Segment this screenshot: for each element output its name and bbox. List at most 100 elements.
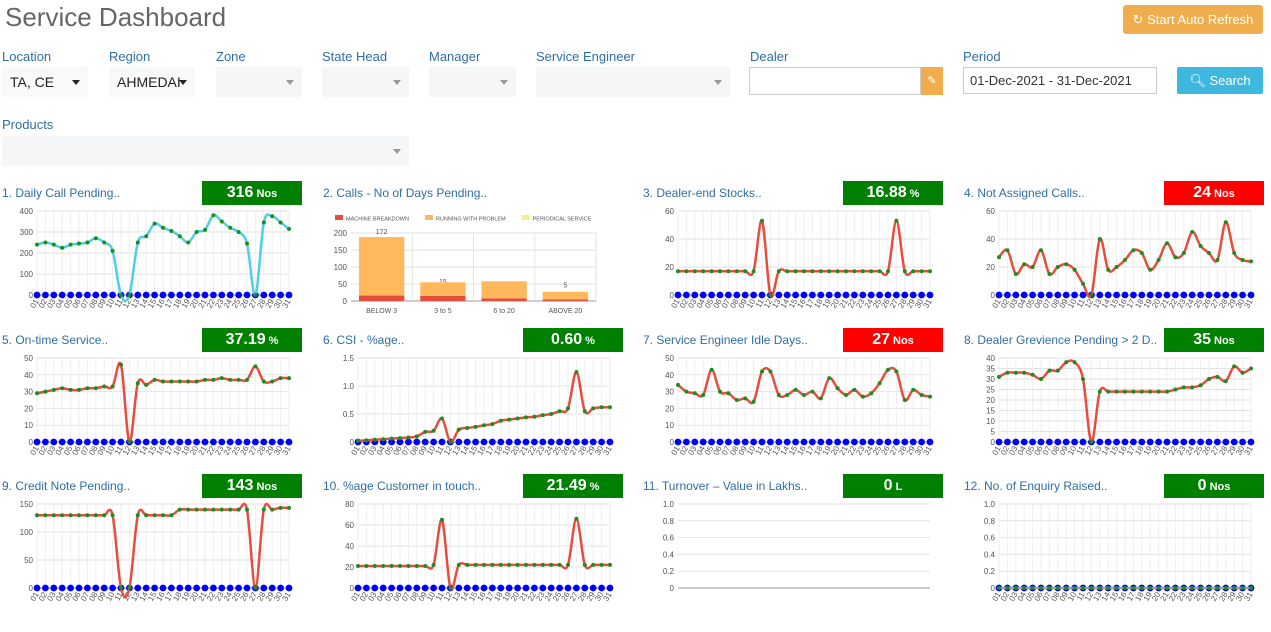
chart: 0204060010203040506070809101112131415161… (665, 207, 934, 310)
data-point (100, 291, 108, 299)
data-point (1207, 251, 1211, 255)
data-point (1106, 389, 1111, 394)
select-value: AHMEDAI (117, 74, 181, 90)
data-point (176, 438, 184, 446)
location-select[interactable]: TA, CE (2, 67, 88, 97)
data-point (716, 291, 724, 299)
period-input[interactable]: 01-Dec-2021 - 31-Dec-2021 (963, 67, 1157, 94)
data-point (1022, 262, 1027, 267)
data-point (901, 291, 909, 299)
data-point (119, 362, 123, 367)
data-point (161, 225, 165, 230)
bar-segment (542, 291, 589, 300)
y-tick-label: 100 (20, 270, 34, 279)
manager-select[interactable] (429, 67, 516, 97)
data-point (1247, 291, 1255, 299)
y-tick-label: 50 (338, 280, 347, 289)
data-point (1165, 586, 1169, 590)
data-point (388, 438, 395, 446)
x-tick-label: ABOVE 20 (548, 308, 582, 315)
data-point (201, 584, 209, 592)
panel-title: 11. Turnover – Value in Lakhs.. (643, 479, 808, 493)
data-point (691, 291, 699, 299)
kpi-badge: 27 Nos (843, 328, 943, 352)
chart-panel: 0 50 100 150 200 MACHINE BREAKDOWN RUNNING WIT… (321, 181, 633, 331)
data-point (532, 562, 537, 567)
y-tick-label: 0 (991, 291, 996, 300)
data-point (84, 584, 91, 592)
data-point (219, 376, 224, 381)
data-point (598, 438, 605, 446)
dealer-clear-button[interactable]: ✎ (921, 67, 943, 95)
data-point (860, 394, 865, 399)
data-point (859, 438, 867, 446)
y-tick-label: 100 (334, 263, 348, 272)
data-point (109, 291, 116, 299)
x-tick-label: 6 to 20 (493, 308, 515, 315)
data-point (278, 220, 283, 225)
data-point (591, 406, 596, 411)
data-point (1197, 291, 1204, 299)
data-point (1207, 586, 1211, 590)
data-point (1013, 272, 1018, 276)
region-select[interactable]: AHMEDAI (109, 67, 195, 97)
data-point (68, 387, 73, 392)
data-point (102, 513, 107, 518)
data-point (574, 516, 579, 521)
data-point (134, 291, 142, 299)
products-select[interactable] (2, 136, 409, 166)
data-point (161, 513, 165, 518)
data-point (84, 438, 91, 446)
data-point (211, 507, 216, 512)
y-tick-label: 0.5 (343, 410, 355, 419)
y-tick-label: 40 (345, 542, 354, 551)
data-point (261, 379, 266, 384)
data-point (1232, 586, 1237, 590)
state-head-select[interactable] (322, 67, 409, 97)
zone-select[interactable] (216, 67, 302, 97)
data-point (792, 291, 799, 299)
legend-label: PERIODICAL SERVICE (533, 217, 592, 223)
service-engineer-select[interactable] (536, 67, 730, 97)
search-button[interactable]: 🔍︎ Search (1177, 67, 1263, 94)
data-point (480, 438, 488, 446)
data-point (902, 269, 907, 274)
data-point (911, 387, 916, 392)
data-point (1114, 265, 1119, 269)
dealer-input[interactable] (749, 67, 921, 95)
data-point (683, 291, 690, 299)
data-point (463, 438, 471, 446)
data-point (676, 382, 680, 387)
select-value: TA, CE (10, 74, 55, 90)
y-tick-label: 200 (334, 229, 348, 238)
data-point (582, 409, 587, 414)
data-point (1165, 241, 1169, 246)
data-point (1121, 438, 1129, 446)
data-point (1020, 291, 1028, 299)
y-tick-label: 20 (345, 563, 354, 572)
auto-refresh-button[interactable]: ↻ Start Auto Refresh (1123, 5, 1263, 34)
data-point (210, 438, 217, 446)
panel-title: 5. On-time Service.. (2, 333, 109, 347)
data-point (684, 269, 689, 274)
data-point (135, 381, 140, 386)
data-point (60, 245, 65, 250)
data-point (844, 269, 848, 274)
data-point (1249, 366, 1253, 371)
data-point (1190, 230, 1195, 234)
data-point (844, 392, 848, 397)
y-tick-label: 60 (986, 207, 995, 216)
data-point (1173, 255, 1178, 260)
data-point (1013, 370, 1018, 375)
data-point (1121, 291, 1129, 299)
data-point (1054, 291, 1062, 299)
data-point (505, 438, 513, 446)
x-tick-label: 31 (280, 297, 293, 310)
data-point (1114, 586, 1119, 590)
data-point (177, 234, 182, 239)
kpi-unit: % (585, 335, 595, 347)
data-point (379, 584, 387, 592)
data-point (1039, 586, 1043, 590)
data-point (235, 291, 243, 299)
data-point (201, 291, 209, 299)
